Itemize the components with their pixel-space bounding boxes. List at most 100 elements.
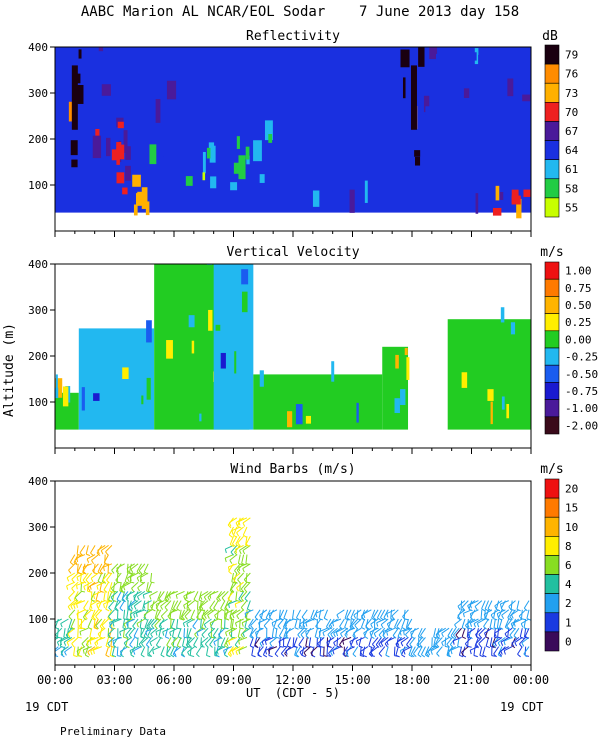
colorbar-label: 15 [565, 502, 578, 515]
wind-barb [475, 637, 483, 645]
reflectivity-cell [364, 171, 368, 187]
wind-barb [146, 618, 153, 627]
wind-barb [297, 627, 305, 636]
wind-barb [310, 609, 315, 619]
wind-barb [76, 600, 86, 605]
x-tick-label: 15:00 [334, 673, 370, 687]
colorbar-label: 55 [565, 201, 578, 214]
wind-barb [130, 609, 139, 615]
wind-barb [336, 637, 339, 647]
wind-barb-flag [330, 633, 334, 638]
wind-barb [380, 609, 386, 618]
wind-barb-flag [376, 622, 379, 627]
wind-barb-flag [193, 644, 198, 649]
wind-barb-flag [346, 617, 351, 621]
wind-barb-flag [504, 633, 508, 638]
wind-barb [155, 600, 165, 605]
wind-barb-flag [285, 650, 288, 655]
wind-barb-flag [66, 585, 69, 590]
wind-barb-flag [227, 566, 230, 571]
wind-barb-flag [225, 642, 229, 647]
wind-barb [434, 637, 440, 646]
wind-barb-flag [185, 594, 188, 599]
wind-barb [461, 618, 466, 628]
velocity-region [382, 346, 409, 430]
wind-barb-flag [365, 625, 369, 630]
wind-barb [301, 609, 308, 618]
wind-barb [209, 637, 216, 646]
wind-barb-flag [108, 599, 113, 603]
wind-barb [386, 609, 396, 614]
reflectivity-cell [423, 95, 430, 113]
reflectivity-cell [474, 52, 477, 61]
wind-barb [420, 646, 426, 655]
wind-barb-flag [514, 642, 518, 647]
wind-barb-flag [410, 631, 413, 637]
wind-barb-flag [358, 645, 363, 649]
wind-barb [271, 628, 275, 638]
wind-barb-flag [68, 616, 72, 620]
wind-barb [183, 600, 192, 606]
wind-barb-flag [106, 579, 110, 584]
x-tick-label: 09:00 [215, 673, 251, 687]
wind-barb-flag [158, 598, 163, 602]
colorbar-label: -0.25 [565, 351, 598, 364]
wind-barb-flag [70, 605, 74, 610]
wind-barb-flag [524, 635, 529, 639]
wind-barb [108, 591, 113, 600]
wind-barb-flag [149, 595, 152, 600]
wind-barb-flag [109, 590, 114, 593]
wind-barb [119, 582, 122, 592]
wind-barb-flag [243, 579, 248, 584]
wind-barb-flag [55, 627, 60, 630]
wind-barb-flag [200, 645, 205, 648]
wind-barb-flag [216, 650, 219, 655]
reflectivity-core [410, 65, 417, 130]
wind-barb-flag [221, 597, 225, 602]
reflectivity-cell [425, 106, 431, 115]
wind-barb-flag [275, 636, 280, 639]
wind-barb [234, 563, 241, 572]
wind-barb [147, 582, 153, 591]
y-tick-label: 200 [28, 350, 48, 363]
wind-barb [328, 646, 335, 654]
wind-barb [493, 618, 496, 628]
wind-barb-flag [158, 625, 163, 630]
wind-barb [83, 600, 89, 609]
wind-barb [169, 609, 172, 619]
wind-barb-flag [457, 615, 461, 620]
wind-barb [249, 628, 254, 637]
wind-barb [229, 582, 234, 591]
reflectivity-cell [523, 62, 531, 85]
wind-barb [419, 637, 426, 645]
velocity-cell [188, 315, 195, 328]
wind-barb-flag [329, 624, 333, 629]
wind-barb [239, 544, 248, 551]
wind-barb [225, 554, 234, 559]
wind-barb [519, 628, 523, 638]
wind-barb-flag [228, 522, 232, 527]
wind-barb-flag [370, 635, 375, 639]
wind-barb-flag [485, 645, 491, 649]
wind-barb [342, 636, 352, 642]
wind-barb-flag [172, 636, 177, 639]
wind-barb-flag [493, 653, 497, 658]
wind-barb [285, 627, 295, 633]
wind-barb-flag [469, 604, 472, 609]
wind-barb-flag [500, 641, 504, 646]
wind-barb-flag [280, 653, 285, 657]
wind-barb [110, 591, 119, 598]
wind-barb [97, 627, 106, 635]
wind-barb [353, 627, 362, 634]
wind-barb-flag [303, 652, 307, 657]
wind-barb [376, 609, 382, 619]
wind-barb [437, 627, 446, 634]
wind-barb-flag [110, 597, 114, 601]
wind-barb-flag [82, 570, 87, 575]
wind-barb-flag [516, 608, 521, 612]
wind-barb [73, 646, 76, 656]
wind-barb-flag [269, 617, 273, 621]
wind-barb-flag [484, 608, 489, 612]
wind-barb [103, 554, 109, 563]
wind-barb-flag [209, 607, 214, 612]
